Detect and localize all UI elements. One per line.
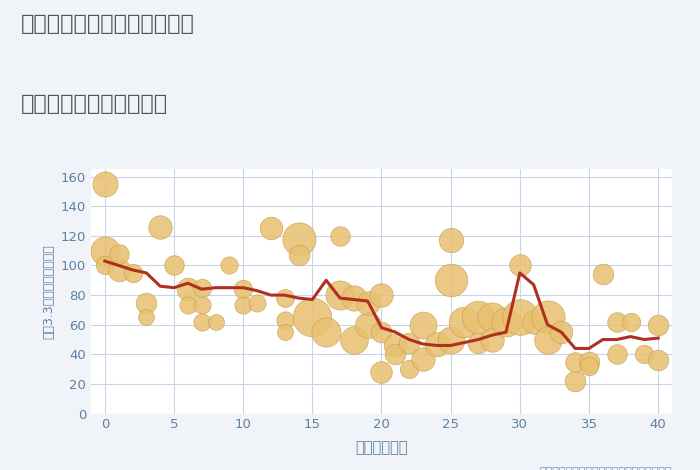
Point — [210, 318, 221, 326]
Point — [445, 276, 456, 284]
Point — [169, 262, 180, 269]
Point — [196, 318, 207, 326]
Point — [514, 313, 526, 321]
Point — [611, 351, 622, 358]
Point — [611, 318, 622, 326]
Point — [182, 285, 193, 293]
Point — [279, 316, 290, 324]
Point — [583, 358, 594, 366]
Point — [404, 365, 415, 373]
Point — [141, 299, 152, 306]
Point — [113, 250, 125, 258]
Point — [500, 318, 512, 326]
Point — [113, 266, 125, 274]
Point — [376, 291, 387, 299]
Point — [376, 329, 387, 336]
Point — [335, 291, 346, 299]
Point — [321, 329, 332, 336]
Point — [445, 336, 456, 343]
Y-axis label: 坪（3.3㎡）単価（万円）: 坪（3.3㎡）単価（万円） — [42, 244, 55, 339]
Point — [445, 236, 456, 244]
Point — [348, 294, 359, 302]
Point — [293, 251, 304, 259]
Point — [528, 318, 539, 326]
Point — [652, 357, 664, 364]
Point — [390, 342, 401, 349]
Point — [459, 318, 470, 326]
Point — [224, 262, 235, 269]
Point — [99, 262, 111, 269]
Point — [196, 284, 207, 291]
Point — [390, 351, 401, 358]
Point — [570, 358, 581, 366]
Point — [362, 321, 373, 329]
Point — [279, 294, 290, 302]
Point — [473, 313, 484, 321]
Point — [335, 232, 346, 240]
Point — [376, 368, 387, 376]
Point — [127, 269, 138, 277]
Point — [486, 336, 498, 343]
Point — [293, 235, 304, 243]
Text: 円の大きさは、取引のあった物件面積を示す: 円の大きさは、取引のあった物件面積を示す — [540, 467, 672, 470]
Point — [486, 313, 498, 321]
Point — [182, 302, 193, 309]
Point — [583, 362, 594, 370]
Point — [279, 329, 290, 336]
X-axis label: 築年数（年）: 築年数（年） — [355, 440, 407, 455]
Point — [597, 271, 608, 278]
Point — [431, 340, 442, 348]
Point — [307, 313, 318, 321]
Point — [542, 313, 553, 321]
Point — [251, 299, 262, 306]
Text: 築年数別中古戸建て価格: 築年数別中古戸建て価格 — [21, 94, 168, 114]
Point — [141, 313, 152, 321]
Point — [237, 302, 248, 309]
Point — [348, 336, 359, 343]
Point — [570, 377, 581, 385]
Point — [638, 351, 650, 358]
Point — [417, 321, 428, 329]
Point — [404, 339, 415, 346]
Point — [417, 355, 428, 362]
Point — [556, 329, 567, 336]
Point — [99, 247, 111, 254]
Point — [473, 339, 484, 346]
Point — [196, 302, 207, 309]
Point — [362, 299, 373, 306]
Point — [237, 285, 248, 293]
Point — [265, 225, 276, 232]
Point — [514, 262, 526, 269]
Point — [542, 336, 553, 343]
Point — [625, 318, 636, 326]
Point — [99, 180, 111, 188]
Text: 大阪府大阪市東住吉区桑津の: 大阪府大阪市東住吉区桑津の — [21, 14, 195, 34]
Point — [155, 223, 166, 231]
Point — [652, 321, 664, 329]
